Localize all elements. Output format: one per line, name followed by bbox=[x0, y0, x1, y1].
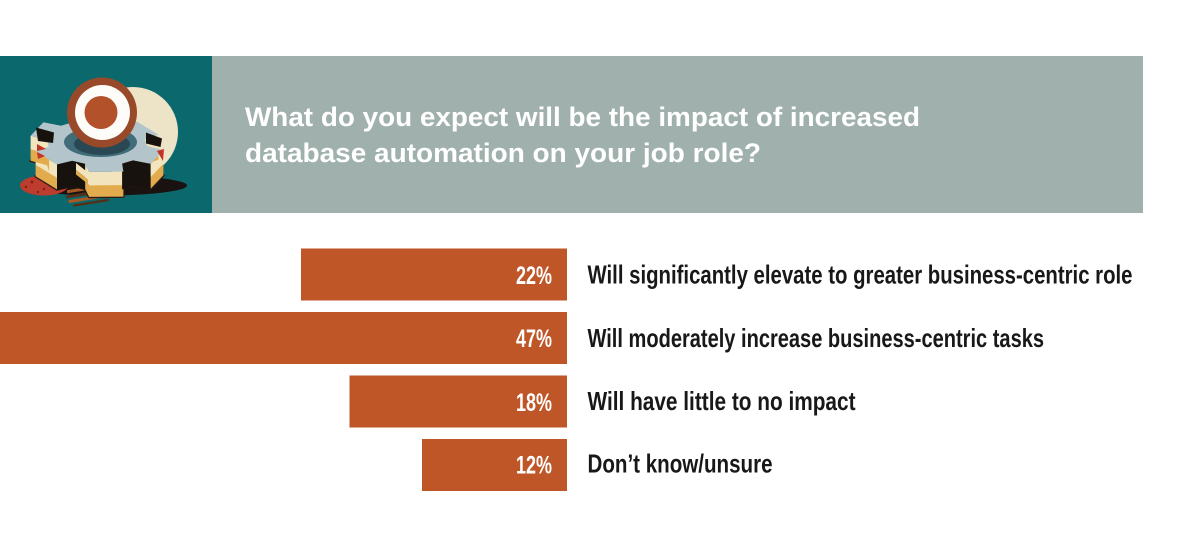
svg-text:Will have little to no impact: Will have little to no impact bbox=[588, 386, 856, 416]
svg-text:22%: 22% bbox=[516, 262, 552, 290]
svg-text:12%: 12% bbox=[516, 451, 552, 479]
svg-text:database automation on your jo: database automation on your job role? bbox=[245, 138, 761, 168]
svg-text:What do you expect will be the: What do you expect will be the impact of… bbox=[245, 102, 920, 132]
svg-text:Will significantly elevate to: Will significantly elevate to greater bu… bbox=[588, 259, 1133, 289]
svg-text:Don’t know/unsure: Don’t know/unsure bbox=[588, 449, 773, 479]
svg-text:18%: 18% bbox=[516, 389, 552, 417]
svg-text:47%: 47% bbox=[516, 325, 552, 353]
svg-text:Will moderately increase busin: Will moderately increase business-centri… bbox=[588, 323, 1045, 353]
